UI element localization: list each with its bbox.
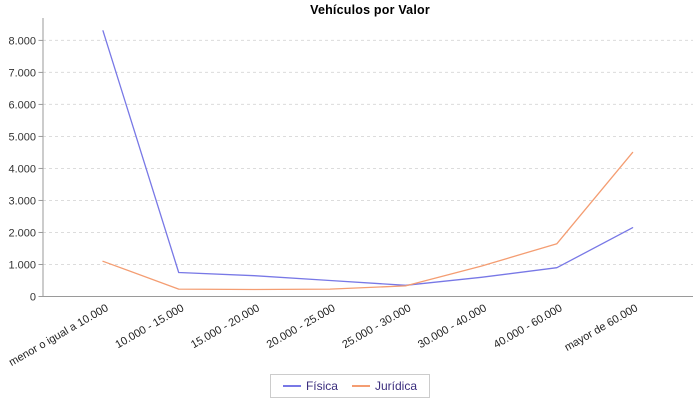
x-category-label: 30.000 - 40.000	[416, 302, 489, 351]
y-tick-label: 0	[30, 292, 36, 304]
legend-item-label: Jurídica	[374, 379, 418, 393]
x-category-label: mayor de 60.000	[563, 302, 641, 354]
chart-title: Vehículos por Valor	[310, 3, 430, 17]
y-tick-label: 3.000	[8, 195, 36, 207]
x-category-label: 40.000 - 60.000	[492, 302, 565, 351]
x-category-label: 10.000 - 15.000	[113, 302, 186, 351]
legend-item: Jurídica	[351, 379, 418, 393]
y-tick-label: 2.000	[8, 227, 36, 239]
x-category-label: 25.000 - 30.000	[340, 302, 413, 351]
legend-swatch	[351, 385, 370, 387]
series-line-fisica	[102, 30, 634, 286]
line-chart-plot: 0 1.000 2.000 3.000 4.000 5.000 6.000 7.000 8.00…	[7, 18, 693, 369]
y-tick-label: 7.000	[8, 67, 36, 79]
y-tick-label: 5.000	[8, 131, 36, 143]
y-tick-label: 1.000	[8, 259, 36, 271]
legend-box: Física Jurídica	[269, 374, 431, 398]
series-line-juridica	[102, 151, 634, 291]
legend-item: Física	[282, 379, 338, 393]
x-category-label: 15.000 - 20.000	[189, 302, 262, 351]
legend-swatch	[282, 385, 301, 387]
y-tick-label: 6.000	[8, 99, 36, 111]
y-tick-label: 4.000	[8, 163, 36, 175]
legend-item-label: Física	[305, 379, 338, 393]
y-tick-label: 8.000	[8, 35, 36, 47]
x-category-label: 20.000 - 25.000	[265, 302, 338, 351]
chart-legend: Física Jurídica	[0, 374, 700, 398]
x-category-label: menor o igual a 10.000	[7, 302, 110, 369]
